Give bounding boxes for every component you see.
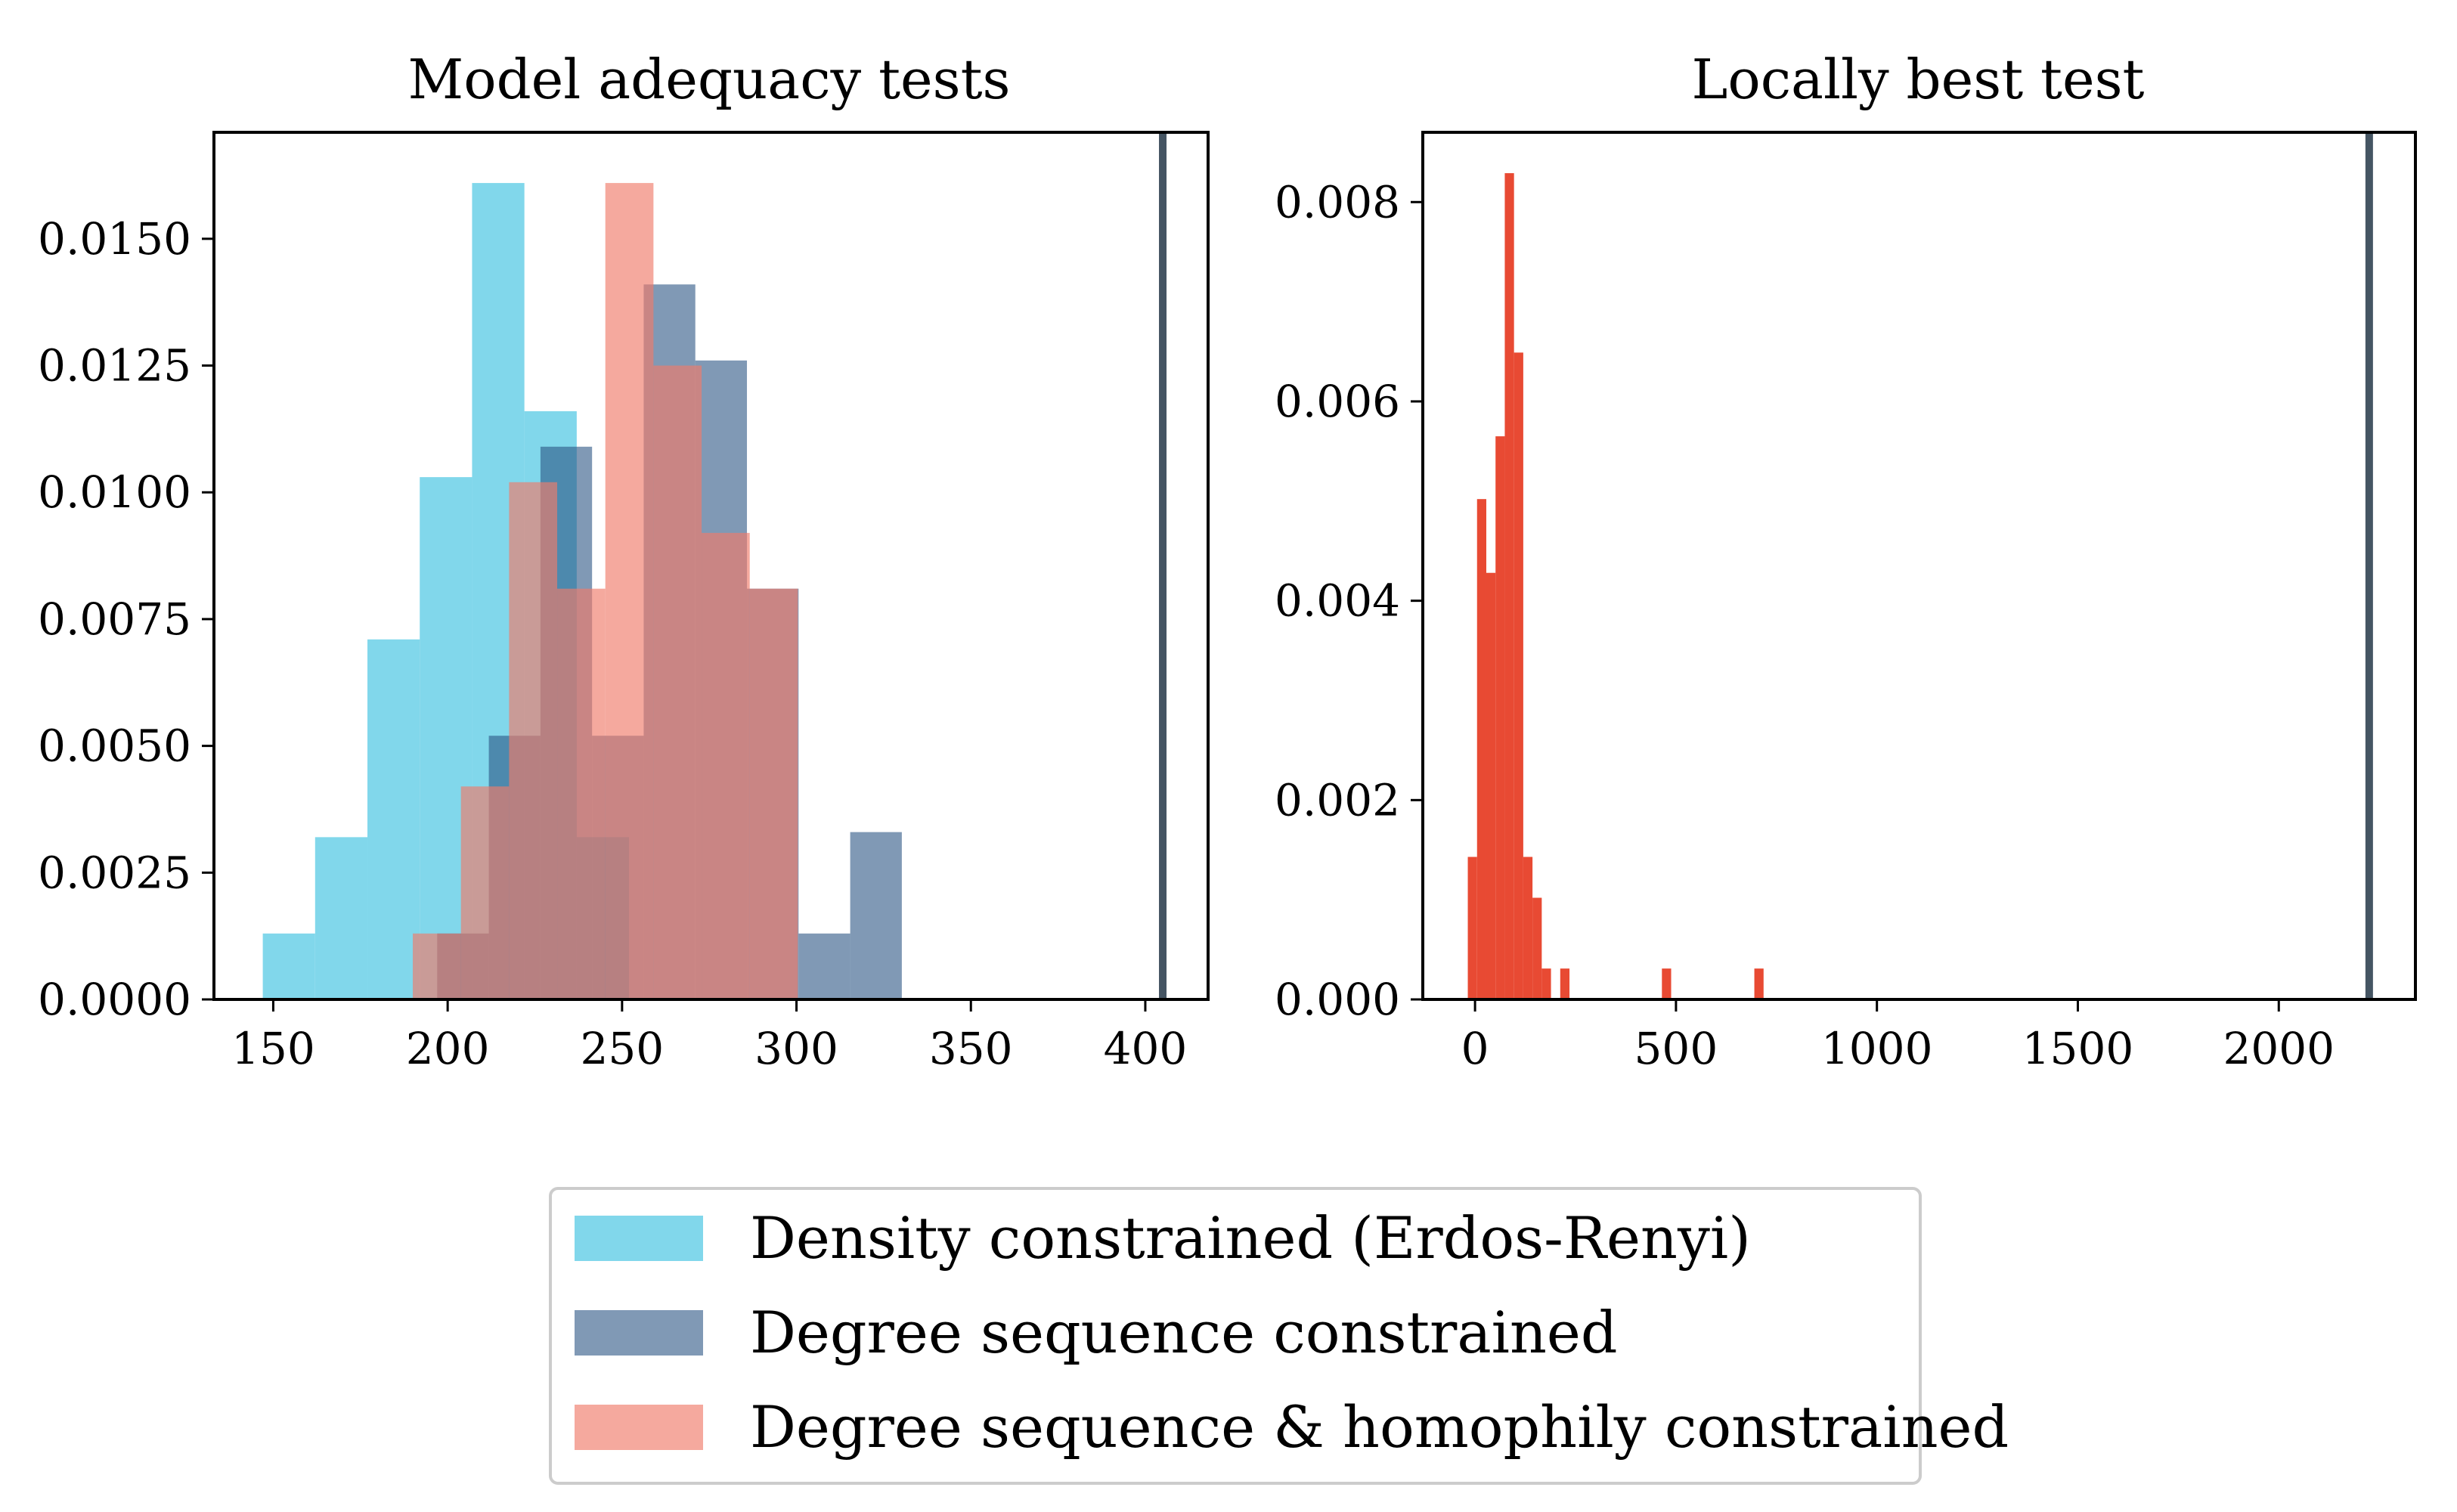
y-tick-label: 0.0050: [38, 720, 191, 772]
legend-frame: [549, 1187, 1922, 1485]
ticks-layer: 0 500 1000 1500 2000 0.000 0.002 0.004 0.006 0.00…: [1275, 176, 2335, 1074]
y-tick-label: 0.0025: [38, 847, 191, 898]
histogram-bar: [262, 933, 315, 999]
histogram-bar: [850, 832, 902, 999]
x-tick-label: 400: [1104, 1023, 1188, 1074]
panel-locally-best: Locally best test 0 500 1000 1500 20000.0000…: [1275, 48, 2417, 1074]
histogram-bar: [1504, 173, 1514, 1000]
x-tick-label: 0: [1461, 1023, 1489, 1074]
x-tick-label: 1000: [1821, 1023, 1933, 1074]
x-tick-label: 350: [929, 1023, 1013, 1074]
chart-title: Model adequacy tests: [408, 48, 1011, 111]
histogram-bar: [1514, 352, 1523, 999]
y-tick-label: 0.002: [1275, 774, 1400, 826]
legend: Density constrained (Erdos-Renyi) Degree…: [549, 1187, 2009, 1485]
histogram-bar: [1523, 857, 1533, 999]
histogram-bar: [1495, 436, 1505, 999]
legend-label-homophily: Degree sequence & homophily constrained: [750, 1393, 2009, 1461]
histogram-bar: [509, 482, 558, 999]
histogram-bar: [557, 588, 606, 999]
histogram-bar: [367, 639, 420, 999]
legend-swatch-homophily: [575, 1405, 703, 1450]
histogram-bar: [1486, 572, 1496, 999]
y-tick-label: 0.0000: [38, 974, 191, 1025]
histogram-bar: [749, 588, 798, 999]
legend-swatch-density: [575, 1216, 703, 1261]
y-tick-label: 0.0075: [38, 593, 191, 645]
histogram-bar: [1476, 499, 1486, 999]
x-tick-label: 500: [1634, 1023, 1718, 1074]
x-tick-label: 2000: [2223, 1023, 2335, 1074]
y-tick-label: 0.006: [1275, 376, 1400, 427]
y-tick-label: 0.004: [1275, 575, 1400, 627]
y-tick-label: 0.0100: [38, 466, 191, 518]
plot-frame: [212, 131, 1210, 1001]
histogram-bar: [1754, 968, 1764, 999]
bars-layer: [262, 183, 902, 1000]
histogram-bar: [1662, 968, 1672, 999]
histogram-bar: [1467, 857, 1477, 999]
x-tick-label: 150: [231, 1023, 315, 1074]
y-tick-label: 0.0150: [38, 213, 191, 265]
legend-swatch-degree: [575, 1310, 703, 1356]
legend-label-density: Density constrained (Erdos-Renyi): [750, 1204, 1751, 1272]
x-tick-label: 1500: [2022, 1023, 2134, 1074]
y-tick-label: 0.0125: [38, 340, 191, 392]
histogram-bar: [314, 837, 368, 999]
histogram-bar: [1541, 968, 1551, 999]
histogram-bar: [798, 933, 850, 999]
histogram-bar: [605, 183, 654, 999]
histogram-bar: [413, 933, 461, 999]
histogram-bar: [1532, 897, 1542, 999]
plot-frame: [1421, 131, 2417, 1001]
histogram-bar: [1560, 968, 1570, 999]
histogram-bar: [702, 532, 750, 999]
x-tick-label: 300: [754, 1023, 838, 1074]
histogram-bar: [653, 365, 702, 1000]
bars-layer: [1467, 173, 1764, 1000]
histogram-bar: [460, 786, 510, 999]
y-tick-label: 0.008: [1275, 176, 1400, 228]
panel-model-adequacy: Model adequacy tests 150 200 250 300 350 400 0…: [38, 48, 1210, 1074]
chart-title: Locally best test: [1692, 48, 2145, 111]
y-tick-label: 0.000: [1275, 974, 1400, 1025]
x-tick-label: 200: [406, 1023, 490, 1074]
x-tick-label: 250: [580, 1023, 664, 1074]
legend-label-degree: Degree sequence constrained: [750, 1299, 1618, 1366]
ticks-layer: 150 200 250 300 350 400 0.0000 0.0025 0.0050 0.00…: [38, 213, 1187, 1074]
